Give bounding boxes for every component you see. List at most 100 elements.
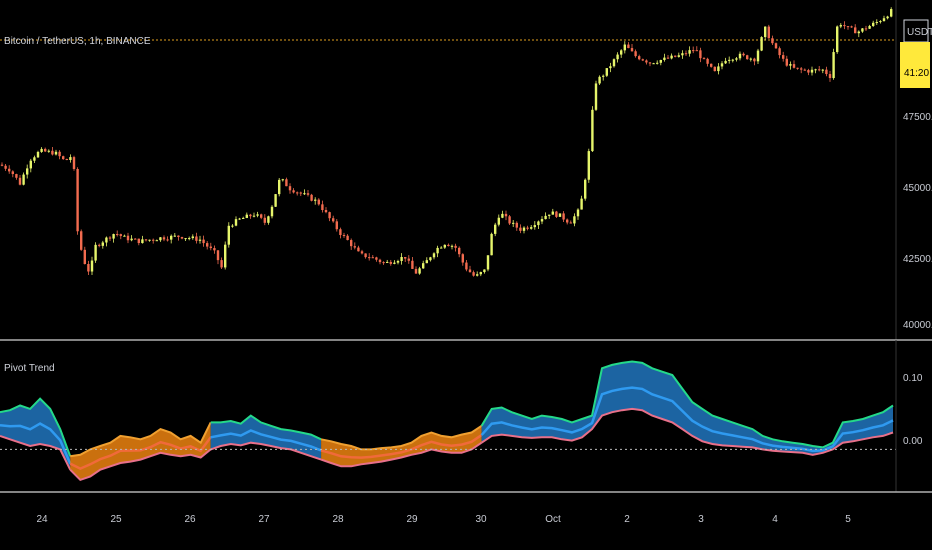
- candle-body: [872, 22, 875, 26]
- time-tick-label: 26: [184, 514, 196, 525]
- candle: [180, 236, 184, 240]
- candle-body: [177, 235, 180, 238]
- candle-body: [422, 263, 425, 269]
- candle: [47, 149, 50, 153]
- candle-body: [274, 194, 277, 207]
- candle-body: [800, 68, 803, 70]
- candle-body: [234, 219, 238, 226]
- candle: [555, 210, 558, 219]
- indicator-axis[interactable]: 0.10 0.00: [895, 340, 923, 492]
- lower-band-line: [69, 448, 212, 482]
- candle: [58, 150, 61, 160]
- candle-body: [29, 160, 32, 169]
- candle: [112, 233, 115, 243]
- price-pane[interactable]: Bitcoin / TetherUS, 1h, BINANCE: [0, 7, 896, 277]
- candle: [285, 177, 288, 187]
- candle: [270, 205, 274, 219]
- candle: [317, 198, 320, 206]
- candle: [98, 243, 101, 248]
- candle: [681, 50, 684, 59]
- candle: [695, 46, 698, 52]
- candle: [310, 193, 313, 202]
- candle-body: [627, 44, 630, 49]
- candle: [699, 47, 702, 63]
- time-tick-label: Oct: [545, 514, 561, 525]
- candle-body: [684, 53, 688, 55]
- candle: [353, 242, 356, 250]
- candle: [616, 52, 619, 63]
- candle: [857, 30, 860, 38]
- candle: [875, 19, 878, 26]
- candle: [292, 188, 295, 194]
- candle-body: [321, 204, 324, 211]
- candle: [15, 173, 18, 180]
- candle-body: [854, 27, 857, 34]
- candle-body: [152, 239, 155, 241]
- candle: [4, 163, 7, 171]
- candle-body: [83, 249, 86, 264]
- candle: [756, 48, 760, 65]
- time-axis[interactable]: 24 25 26 27 28 29 30 Oct 2 3 4 5: [36, 514, 851, 525]
- candle-body: [364, 253, 367, 258]
- candle-body: [479, 272, 482, 275]
- candle: [634, 49, 637, 58]
- candle: [609, 62, 612, 73]
- price-tick-47500: 47500.00: [903, 112, 932, 123]
- candle: [879, 20, 882, 24]
- band-fill-bull: [210, 415, 322, 460]
- candle: [490, 232, 493, 256]
- candle-body: [879, 21, 882, 23]
- candle: [515, 221, 518, 231]
- candle: [861, 27, 864, 33]
- candle-body: [533, 225, 536, 228]
- candle-body: [710, 63, 713, 67]
- candle-body: [584, 179, 587, 199]
- price-tick-45000: 45000.00: [903, 183, 932, 194]
- candle: [184, 237, 187, 242]
- currency-label: USDT: [907, 27, 932, 38]
- candle-body: [324, 210, 328, 213]
- candle: [537, 220, 540, 229]
- candle: [461, 253, 464, 266]
- candle-body: [26, 168, 29, 175]
- candle-body: [562, 213, 565, 220]
- candle-body: [692, 50, 695, 52]
- lower-band-line: [320, 441, 483, 468]
- candle-body: [836, 26, 839, 53]
- candle-body: [195, 236, 198, 241]
- time-tick-label: 25: [110, 514, 122, 525]
- candle: [36, 150, 40, 159]
- candle-body: [458, 247, 461, 255]
- indicator-pane[interactable]: Pivot Trend: [0, 360, 896, 482]
- candle-body: [886, 16, 889, 19]
- candle-body: [515, 222, 518, 228]
- candle-body: [857, 31, 860, 34]
- candle-body: [598, 76, 601, 84]
- price-axis[interactable]: 47500.00 45000.00 42500.00 40000.00 USDT…: [895, 0, 932, 340]
- candle-body: [267, 216, 270, 223]
- candle: [587, 148, 590, 183]
- candle: [749, 57, 752, 62]
- candle: [465, 260, 468, 272]
- candle-body: [476, 274, 479, 276]
- candle: [350, 238, 353, 250]
- candle-body: [609, 66, 612, 69]
- candle: [101, 240, 104, 249]
- time-tick-label: 5: [845, 514, 851, 525]
- candle-body: [278, 179, 281, 195]
- candle: [630, 44, 634, 52]
- candle: [828, 70, 832, 82]
- candle: [274, 193, 277, 207]
- candle: [576, 208, 580, 220]
- candle-body: [616, 54, 619, 60]
- candle: [656, 60, 659, 65]
- candle-body: [764, 26, 767, 38]
- candle-body: [22, 174, 25, 185]
- candle-body: [306, 193, 310, 195]
- candle-body: [126, 235, 130, 241]
- candle-body: [706, 58, 709, 64]
- candle-body: [782, 55, 785, 59]
- candle: [339, 227, 342, 239]
